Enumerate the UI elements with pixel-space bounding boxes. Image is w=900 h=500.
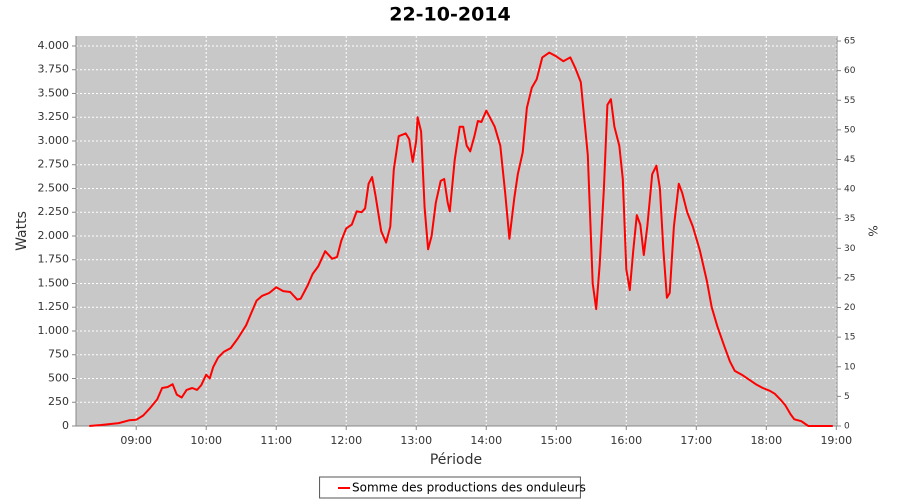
y2-tick-label: 45: [844, 155, 855, 165]
y2-tick-label: 60: [844, 66, 856, 76]
y-tick-label: 3.750: [38, 63, 70, 76]
y2-tick-label: 65: [844, 37, 855, 47]
y-tick-label: 3.500: [38, 86, 70, 99]
chart-title: 22-10-2014: [389, 4, 511, 26]
y2-tick-label: 5: [844, 392, 850, 402]
y-tick-label: 1.000: [38, 324, 70, 337]
x-tick-label: 19:00: [820, 434, 852, 447]
y-tick-label: 1.250: [38, 300, 70, 313]
x-tick-label: 12:00: [330, 434, 362, 447]
y-tick-label: 1.750: [38, 253, 70, 266]
y2-tick-label: 50: [844, 125, 856, 135]
y-tick-label: 750: [48, 348, 69, 361]
x-tick-label: 17:00: [680, 434, 712, 447]
plot-area: [76, 36, 837, 426]
y-tick-label: 2.250: [38, 205, 70, 218]
y-tick-label: 3.000: [38, 134, 70, 147]
lines: [89, 51, 833, 427]
x-tick-label: 16:00: [610, 434, 642, 447]
line-series: [89, 51, 833, 427]
y-tick-label: 2.750: [38, 158, 70, 171]
x-tick-label: 13:00: [400, 434, 432, 447]
x-tick-label: 10:00: [190, 434, 222, 447]
y2-tick-label: 20: [844, 303, 856, 313]
legend-label: Somme des productions des onduleurs: [352, 481, 586, 495]
y2-tick-label: 25: [844, 273, 855, 283]
x-tick-label: 11:00: [260, 434, 292, 447]
y2-tick-label: 55: [844, 96, 855, 106]
x-tick-label: 14:00: [470, 434, 502, 447]
x-axis-label: Période: [430, 452, 482, 468]
y2-tick-label: 10: [844, 362, 856, 372]
x-tick-label: 18:00: [750, 434, 782, 447]
y-axis-label: Watts: [14, 211, 30, 251]
y-tick-label: 2.000: [38, 229, 70, 242]
y-tick-label: 0: [62, 419, 69, 432]
y2-tick-label: 35: [844, 214, 855, 224]
y-tick-label: 1.500: [38, 276, 70, 289]
legend-box: [319, 476, 581, 499]
y2-tick-label: 0: [844, 422, 850, 432]
y-tick-label: 3.250: [38, 110, 70, 123]
y2-tick-label: 30: [844, 244, 856, 254]
legend: Somme des productions des onduleurs: [319, 476, 586, 499]
y-tick-label: 2.500: [38, 181, 70, 194]
y2-tick-label: 40: [844, 185, 856, 195]
y-tick-label: 4.000: [38, 39, 70, 52]
y-tick-label: 250: [48, 395, 69, 408]
y2-axis-label: %: [866, 225, 880, 236]
x-tick-label: 15:00: [540, 434, 572, 447]
ticks: 02505007501.0001.2501.5001.7502.0002.250…: [38, 36, 856, 447]
y2-tick-label: 15: [844, 333, 855, 343]
x-tick-label: 09:00: [120, 434, 152, 447]
y-tick-label: 500: [48, 371, 69, 384]
grid: [76, 36, 837, 427]
